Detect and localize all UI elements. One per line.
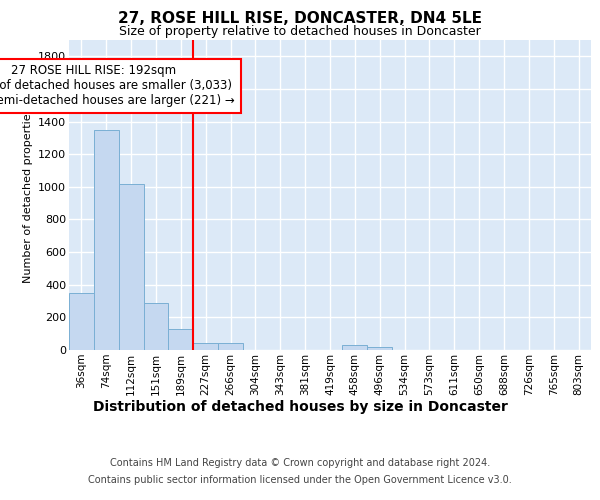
Bar — [343, 345, 367, 350]
Bar — [193, 342, 218, 350]
Text: Size of property relative to detached houses in Doncaster: Size of property relative to detached ho… — [119, 25, 481, 38]
Bar — [69, 293, 94, 350]
Bar — [119, 184, 143, 350]
Text: 27 ROSE HILL RISE: 192sqm
← 93% of detached houses are smaller (3,033)
7% of sem: 27 ROSE HILL RISE: 192sqm ← 93% of detac… — [0, 64, 235, 108]
Bar — [218, 344, 243, 350]
Text: 27, ROSE HILL RISE, DONCASTER, DN4 5LE: 27, ROSE HILL RISE, DONCASTER, DN4 5LE — [118, 11, 482, 26]
Bar — [143, 302, 169, 350]
Text: Contains public sector information licensed under the Open Government Licence v3: Contains public sector information licen… — [88, 475, 512, 485]
Bar — [367, 346, 392, 350]
Bar — [94, 130, 119, 350]
Bar — [169, 329, 193, 350]
Text: Distribution of detached houses by size in Doncaster: Distribution of detached houses by size … — [92, 400, 508, 414]
Y-axis label: Number of detached properties: Number of detached properties — [23, 108, 32, 282]
Text: Contains HM Land Registry data © Crown copyright and database right 2024.: Contains HM Land Registry data © Crown c… — [110, 458, 490, 468]
